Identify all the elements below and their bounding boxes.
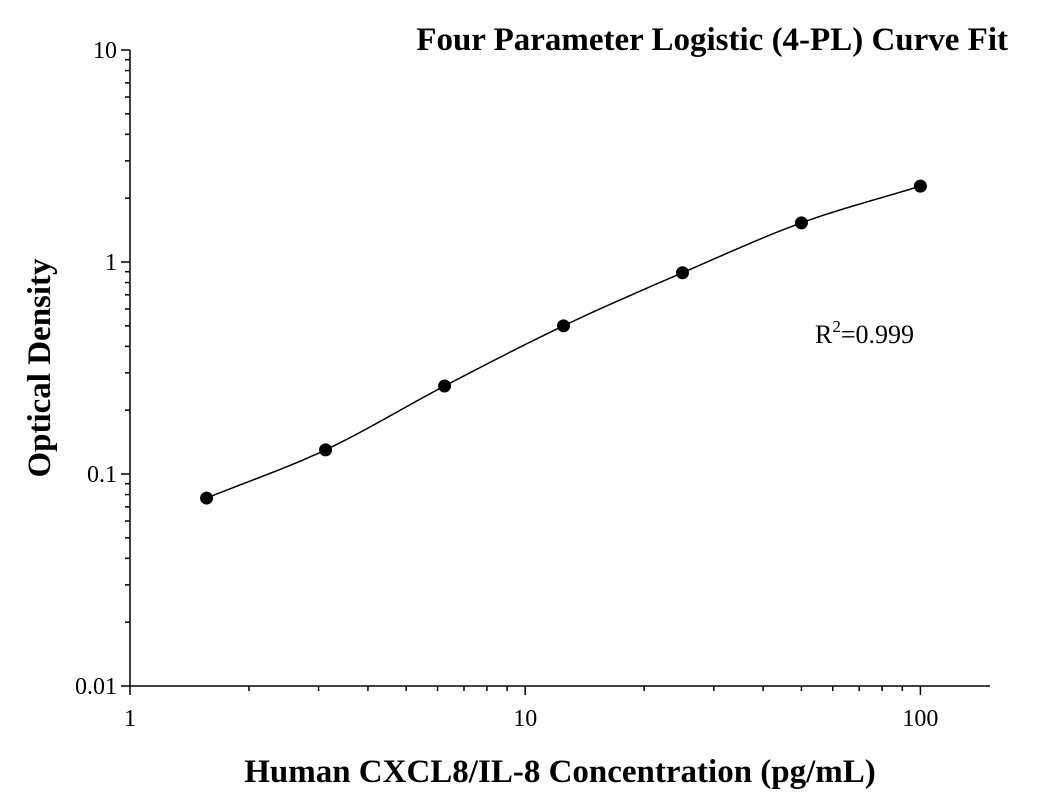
r-squared-value: =0.999 bbox=[841, 320, 914, 349]
data-point bbox=[557, 319, 571, 333]
y-axis-title: Optical Density bbox=[22, 258, 58, 478]
fit-curve bbox=[206, 185, 921, 499]
x-tick-label: 1 bbox=[124, 706, 136, 732]
x-tick-label: 10 bbox=[513, 706, 537, 732]
y-tick-label: 0.1 bbox=[87, 462, 117, 488]
data-point bbox=[675, 266, 689, 280]
y-tick-label: 10 bbox=[93, 38, 117, 64]
y-tick-label: 0.01 bbox=[75, 674, 117, 700]
y-tick-label: 1 bbox=[105, 250, 117, 276]
data-point bbox=[200, 491, 214, 505]
data-point bbox=[794, 216, 808, 230]
r-squared-annotation: R2=0.999 bbox=[815, 317, 914, 349]
x-ticks: 1 10 100 bbox=[124, 686, 938, 732]
data-points bbox=[200, 179, 927, 505]
data-point bbox=[438, 379, 452, 393]
plot-area: 1 10 100 0.01 0.1 1 10 bbox=[75, 38, 990, 732]
chart-title: Four Parameter Logistic (4-PL) Curve Fit bbox=[416, 22, 1008, 58]
r-squared-prefix: R bbox=[815, 320, 833, 349]
data-point bbox=[319, 443, 333, 457]
r-squared-superscript: 2 bbox=[832, 317, 841, 336]
x-axis-title: Human CXCL8/IL-8 Concentration (pg/mL) bbox=[244, 754, 876, 790]
data-point bbox=[913, 179, 927, 193]
y-ticks: 0.01 0.1 1 10 bbox=[75, 38, 130, 700]
x-tick-label: 100 bbox=[902, 706, 938, 732]
